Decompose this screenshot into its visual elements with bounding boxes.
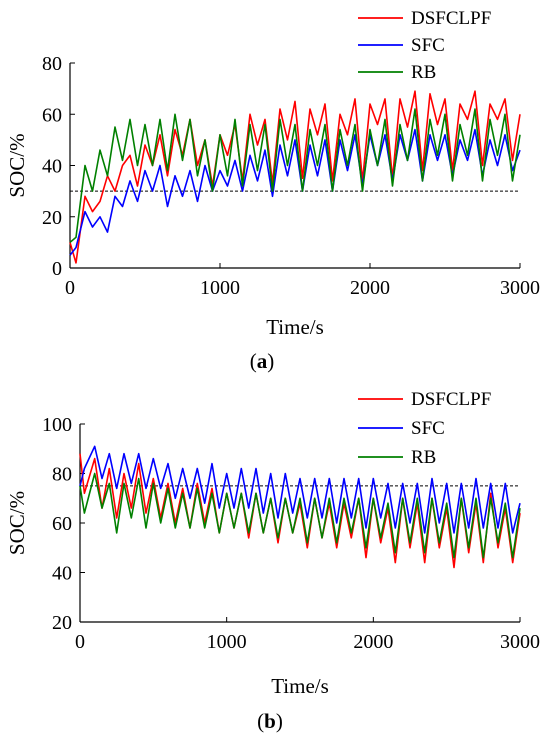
- y-tick-label: 80: [52, 464, 72, 486]
- series-line-sfc: [79, 445, 521, 534]
- x-tick-label: 2000: [353, 631, 393, 653]
- chart-panel-b: 0 1000 2000 3000 20 40 60 80 100 Time/s SOC/% DSFCL…: [5, 389, 540, 733]
- y-tick-label: 20: [52, 612, 72, 634]
- panel-caption: (b): [257, 709, 283, 733]
- y-axis-label: SOC/%: [5, 133, 29, 197]
- legend-label: DSFCLPF: [411, 389, 491, 410]
- legend-label: DSFCLPF: [411, 8, 491, 29]
- y-tick-label: 60: [52, 513, 72, 535]
- legend-label: RB: [411, 447, 436, 468]
- x-tick-label: 3000: [500, 277, 540, 299]
- x-axis-label: Time/s: [271, 674, 329, 698]
- x-tick-label: 1000: [207, 631, 247, 653]
- y-tick-label: 80: [42, 53, 62, 75]
- legend: DSFCLPF SFC RB: [358, 8, 491, 83]
- y-tick-label: 20: [42, 207, 62, 229]
- series-line-rb: [79, 472, 521, 559]
- legend: DSFCLPF SFC RB: [358, 389, 491, 468]
- legend-label: RB: [411, 62, 436, 83]
- y-tick-label: 40: [42, 156, 62, 178]
- x-tick-label: 0: [65, 277, 75, 299]
- x-tick-label: 1000: [200, 277, 240, 299]
- y-tick-label: 60: [42, 104, 62, 126]
- x-axis-label: Time/s: [266, 315, 324, 339]
- series-line-dsfclpf: [79, 453, 521, 569]
- series-line-dsfclpf: [69, 90, 521, 264]
- x-tick-label: 2000: [350, 277, 390, 299]
- series-line-rb: [69, 108, 521, 244]
- y-tick-label: 100: [42, 414, 72, 436]
- y-axis-label: SOC/%: [5, 491, 29, 555]
- y-tick-label: 40: [52, 563, 72, 585]
- legend-label: SFC: [411, 35, 445, 56]
- series-line-sfc: [69, 128, 521, 256]
- panel-caption: (a): [250, 349, 275, 373]
- legend-label: SFC: [411, 418, 445, 439]
- x-tick-label: 3000: [500, 631, 540, 653]
- chart-panel-a: 0 1000 2000 3000 0 20 40 60 80 Time/s SOC/% DSFCLPF…: [5, 8, 540, 373]
- y-tick-label: 0: [52, 258, 62, 280]
- x-tick-label: 0: [75, 631, 85, 653]
